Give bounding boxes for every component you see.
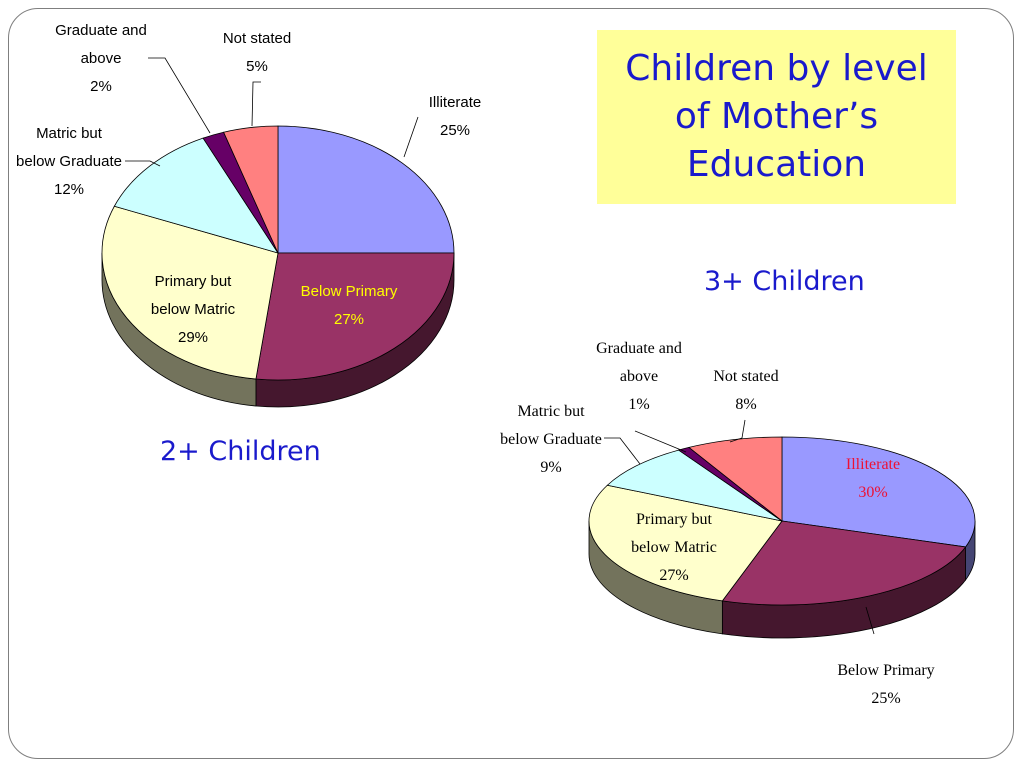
data-label-illiterate: Illiterate 25% — [429, 94, 482, 139]
leader-below-primary — [865, 606, 875, 635]
pie-slice-primary-but-below-matric — [101, 205, 279, 380]
pie-slice-below-primary — [721, 520, 967, 606]
pie-slice-matric-but-below-graduate — [113, 137, 279, 254]
data-label-below-primary: Below Primary 25% — [837, 662, 934, 707]
pie-top — [101, 125, 455, 381]
data-label-primary-but-below-matric: Primary but below Matric 27% — [631, 511, 717, 584]
leader-matric — [125, 160, 161, 167]
pie-slice-matric-but-below-graduate — [606, 449, 783, 522]
data-label-graduate-and-above: Graduate and above 1% — [596, 340, 682, 413]
slide-frame — [8, 8, 1014, 759]
leader-graduate — [148, 57, 211, 134]
pie-top — [588, 436, 976, 606]
data-label-below-primary: Below Primary 27% — [301, 283, 398, 328]
data-label-not-stated: Not stated 8% — [713, 368, 778, 413]
leader-matric — [604, 437, 641, 465]
leader-illiterate — [403, 116, 419, 158]
chart-title-3-plus: 3+ Children — [704, 266, 865, 297]
pie-slice-illiterate — [277, 125, 455, 254]
data-label-matric-but-below-graduate: Matric but below Graduate 12% — [16, 125, 122, 198]
leader-not-stated — [251, 81, 261, 127]
pie-slice-not-stated — [223, 125, 279, 254]
data-label-graduate-and-above: Graduate and above 2% — [55, 22, 147, 95]
slide-title: Children by level of Mother’s Education — [625, 48, 928, 185]
leader-graduate — [634, 430, 687, 453]
slide-title-box: Children by level of Mother’s Education — [597, 30, 956, 204]
pie-slice-illiterate — [781, 436, 976, 548]
pie-slice-primary-but-below-matric — [588, 484, 783, 602]
pie-slice-not-stated — [688, 436, 783, 522]
leader-not-stated — [729, 419, 746, 443]
data-label-not-stated: Not stated 5% — [223, 30, 291, 75]
data-label-primary-but-below-matric: Primary but below Matric 29% — [151, 273, 236, 346]
chart-title-2-plus: 2+ Children — [160, 436, 321, 467]
data-label-matric-but-below-graduate: Matric but below Graduate 9% — [500, 403, 602, 476]
pie-slice-below-primary — [255, 252, 455, 381]
data-label-illiterate: Illiterate 30% — [846, 456, 900, 501]
